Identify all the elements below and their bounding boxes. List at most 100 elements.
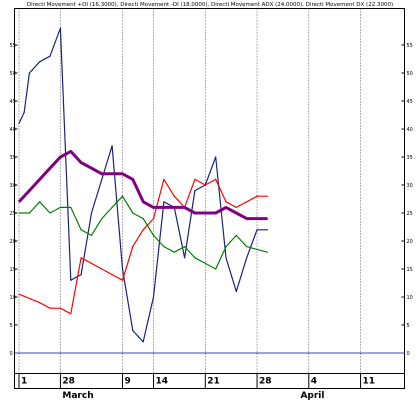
data-point bbox=[121, 195, 124, 197]
data-point bbox=[111, 274, 113, 276]
data-point bbox=[225, 246, 227, 248]
data-point bbox=[39, 201, 41, 203]
data-point bbox=[18, 212, 20, 214]
data-point bbox=[90, 262, 93, 264]
y-tick-label-right: 15 bbox=[407, 267, 413, 273]
data-point bbox=[59, 156, 62, 158]
y-tick-label-left: 15 bbox=[10, 267, 16, 273]
data-point bbox=[194, 212, 196, 214]
data-point bbox=[90, 234, 93, 236]
data-point bbox=[215, 178, 217, 180]
data-point bbox=[28, 190, 30, 192]
x-tick-label: 21 bbox=[207, 377, 220, 387]
data-point bbox=[246, 201, 248, 203]
x-tick-label: 28 bbox=[62, 377, 75, 387]
data-point bbox=[246, 218, 248, 220]
data-point bbox=[80, 257, 82, 259]
data-point bbox=[18, 293, 20, 295]
data-point bbox=[194, 178, 196, 180]
data-point bbox=[256, 195, 258, 197]
y-tick-label-right: 45 bbox=[407, 99, 413, 105]
data-point bbox=[111, 206, 113, 208]
data-point bbox=[163, 206, 165, 208]
month-label: March bbox=[62, 391, 93, 400]
data-point bbox=[266, 251, 268, 253]
data-point bbox=[215, 268, 217, 270]
data-point bbox=[142, 218, 144, 220]
data-point bbox=[70, 206, 72, 208]
y-tick-label-right: 35 bbox=[407, 155, 413, 161]
data-point bbox=[39, 302, 41, 304]
data-point bbox=[163, 201, 165, 203]
x-tick-label: 14 bbox=[156, 377, 169, 387]
series-group bbox=[17, 27, 268, 343]
data-point bbox=[163, 178, 165, 180]
data-point bbox=[121, 279, 124, 281]
data-point bbox=[18, 201, 20, 203]
data-point bbox=[70, 150, 72, 152]
y-tick-label-right: 25 bbox=[407, 211, 413, 217]
data-point bbox=[49, 212, 51, 214]
y-tick-label-left: 5 bbox=[10, 323, 13, 329]
data-point bbox=[256, 218, 258, 220]
x-tick-label: 9 bbox=[125, 377, 131, 387]
data-point bbox=[152, 296, 155, 298]
data-point bbox=[266, 195, 268, 197]
data-point bbox=[132, 212, 134, 214]
data-point bbox=[235, 206, 237, 208]
x-tick-label: 11 bbox=[363, 377, 376, 387]
data-point bbox=[49, 167, 51, 169]
data-point bbox=[246, 246, 248, 248]
data-point bbox=[121, 268, 124, 270]
data-point bbox=[152, 234, 155, 236]
y-tick-label-right: 55 bbox=[407, 43, 413, 49]
y-tick-label-right: 10 bbox=[407, 295, 413, 301]
plot-frame bbox=[14, 8, 405, 389]
y-tick-label-left: 20 bbox=[10, 239, 16, 245]
y-tick-label-left: 40 bbox=[10, 127, 16, 133]
y-tick-label-left: 50 bbox=[10, 71, 16, 77]
data-point bbox=[235, 290, 237, 292]
y-tick-label-left: 30 bbox=[10, 183, 16, 189]
data-point bbox=[59, 206, 62, 208]
gridlines bbox=[18, 8, 361, 374]
x-tick-label: 1 bbox=[21, 377, 27, 387]
data-point bbox=[59, 307, 62, 309]
data-point bbox=[235, 234, 237, 236]
data-point bbox=[194, 257, 196, 259]
data-point bbox=[49, 55, 51, 57]
y-tick-label-right: 5 bbox=[407, 323, 410, 329]
data-point bbox=[70, 313, 72, 315]
data-point bbox=[28, 212, 30, 214]
data-point bbox=[204, 184, 206, 186]
data-point bbox=[101, 218, 103, 220]
data-point bbox=[132, 246, 134, 248]
chart-title: Directi Movement +DI (16.3000), Directi … bbox=[27, 2, 393, 8]
data-point bbox=[59, 27, 62, 29]
data-point bbox=[23, 111, 25, 113]
y-tick-label-right: 50 bbox=[407, 71, 413, 77]
data-point bbox=[173, 251, 175, 253]
y-tick-label-right: 0 bbox=[407, 351, 410, 357]
data-point bbox=[225, 206, 227, 208]
data-point bbox=[184, 257, 186, 259]
data-point bbox=[266, 229, 268, 231]
data-point bbox=[111, 145, 113, 147]
data-point bbox=[152, 206, 155, 208]
data-point bbox=[184, 206, 186, 208]
series-line-1 bbox=[18, 27, 268, 343]
data-point bbox=[39, 178, 41, 180]
series-line-2 bbox=[18, 178, 268, 315]
data-point bbox=[132, 178, 134, 180]
data-point bbox=[121, 173, 124, 175]
data-point bbox=[49, 307, 51, 309]
data-point bbox=[215, 156, 217, 158]
data-point bbox=[246, 257, 248, 259]
data-point bbox=[80, 162, 82, 164]
month-label: April bbox=[300, 391, 324, 400]
data-point bbox=[90, 167, 93, 169]
data-point bbox=[256, 248, 258, 250]
data-point bbox=[101, 268, 103, 270]
